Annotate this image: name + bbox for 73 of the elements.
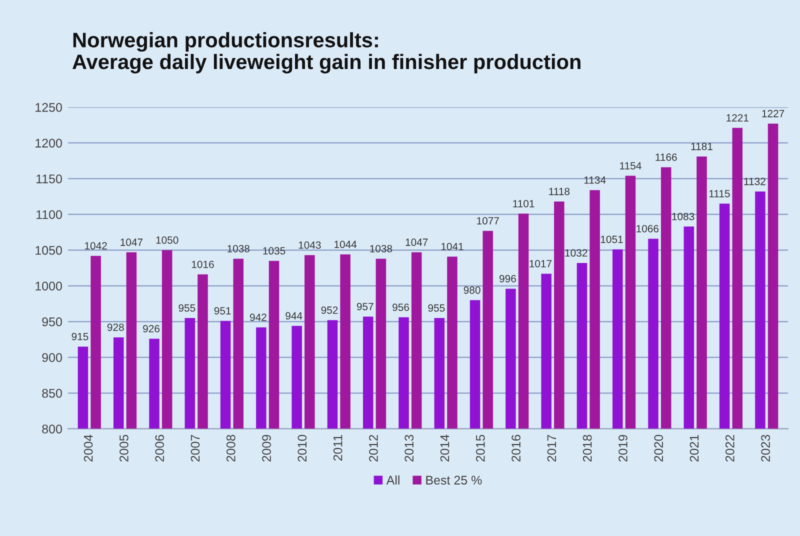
- x-tick-label: 2018: [582, 434, 592, 462]
- x-tick-label: 2006: [155, 434, 164, 462]
- data-label: 1077: [477, 217, 499, 224]
- x-tick-label: 2011: [333, 434, 342, 461]
- data-label: 955: [428, 304, 445, 312]
- data-label: 1051: [600, 236, 623, 244]
- x-tick-label: 2015: [476, 434, 485, 462]
- data-label: 955: [178, 304, 196, 312]
- x-tick-label: 2016: [512, 434, 520, 462]
- data-label: 928: [107, 324, 124, 331]
- x-tick-label: 2009: [262, 434, 271, 462]
- data-label: 1166: [656, 154, 677, 161]
- data-label: 980: [464, 286, 480, 294]
- x-tick-label: 2007: [190, 434, 200, 462]
- y-tick-label: 850: [42, 388, 62, 398]
- y-tick-label: 950: [42, 317, 62, 326]
- data-label: 1016: [192, 260, 214, 268]
- y-tick-label: 1150: [36, 174, 62, 184]
- data-label: 952: [321, 306, 338, 314]
- data-label: 1101: [513, 200, 534, 208]
- data-label: 1042: [85, 242, 107, 250]
- data-label: 1181: [691, 142, 712, 150]
- y-tick-label: 1250: [36, 103, 62, 112]
- data-label: 957: [356, 302, 374, 310]
- data-label: 1227: [762, 110, 784, 118]
- x-tick-label: 2010: [298, 434, 307, 462]
- data-label: 1038: [370, 244, 392, 252]
- x-tick-label: 2005: [120, 434, 128, 462]
- data-label: 1047: [120, 238, 143, 246]
- data-label: 1066: [636, 224, 659, 232]
- data-label: 926: [143, 325, 160, 332]
- x-tick-label: 2020: [654, 434, 664, 462]
- data-label: 1035: [263, 247, 286, 255]
- y-tick-label: 1200: [36, 138, 62, 148]
- data-label: 944: [286, 312, 302, 320]
- y-tick-label: 1050: [36, 246, 62, 255]
- data-label: 1134: [584, 176, 606, 184]
- x-tick-label: 2012: [369, 434, 378, 462]
- data-label: 1038: [228, 244, 250, 252]
- x-tick-label: 2017: [547, 434, 556, 462]
- x-tick-label: 2021: [690, 434, 699, 462]
- legend-label: Best 25 %: [426, 476, 482, 485]
- data-label: 951: [214, 307, 231, 315]
- y-tick-label: 800: [42, 424, 62, 434]
- y-tick-label: 900: [42, 353, 62, 362]
- x-tick-label: 2013: [404, 434, 414, 462]
- data-label: 1154: [620, 162, 642, 170]
- data-label: 1032: [565, 249, 588, 257]
- data-label: 1044: [334, 240, 357, 248]
- data-label: 1221: [726, 114, 748, 122]
- data-label: 1043: [298, 241, 321, 249]
- data-label: 1050: [156, 236, 178, 244]
- data-label: 1047: [406, 238, 428, 246]
- x-tick-label: 2014: [440, 434, 450, 462]
- data-label: 1118: [549, 188, 570, 196]
- x-tick-label: 2023: [761, 434, 770, 462]
- data-label: 915: [72, 332, 88, 340]
- y-tick-label: 1100: [36, 210, 62, 220]
- chart-title: Norwegian productionsresults: Average daily liveweight gain in finisher production: [72, 32, 580, 74]
- data-label: 996: [500, 275, 516, 282]
- data-label: 1132: [744, 178, 766, 186]
- data-label: 956: [392, 304, 410, 311]
- legend-label: All: [386, 475, 400, 484]
- x-tick-label: 2022: [725, 434, 734, 462]
- x-tick-label: 2004: [84, 434, 93, 462]
- data-label: 1083: [672, 212, 694, 220]
- x-tick-label: 2008: [226, 434, 236, 462]
- x-tick-label: 2019: [618, 434, 628, 462]
- data-label: 942: [250, 314, 266, 321]
- data-label: 1041: [441, 242, 464, 250]
- y-tick-label: 1000: [36, 282, 62, 291]
- data-label: 1115: [709, 190, 730, 198]
- data-label: 1017: [530, 260, 552, 268]
